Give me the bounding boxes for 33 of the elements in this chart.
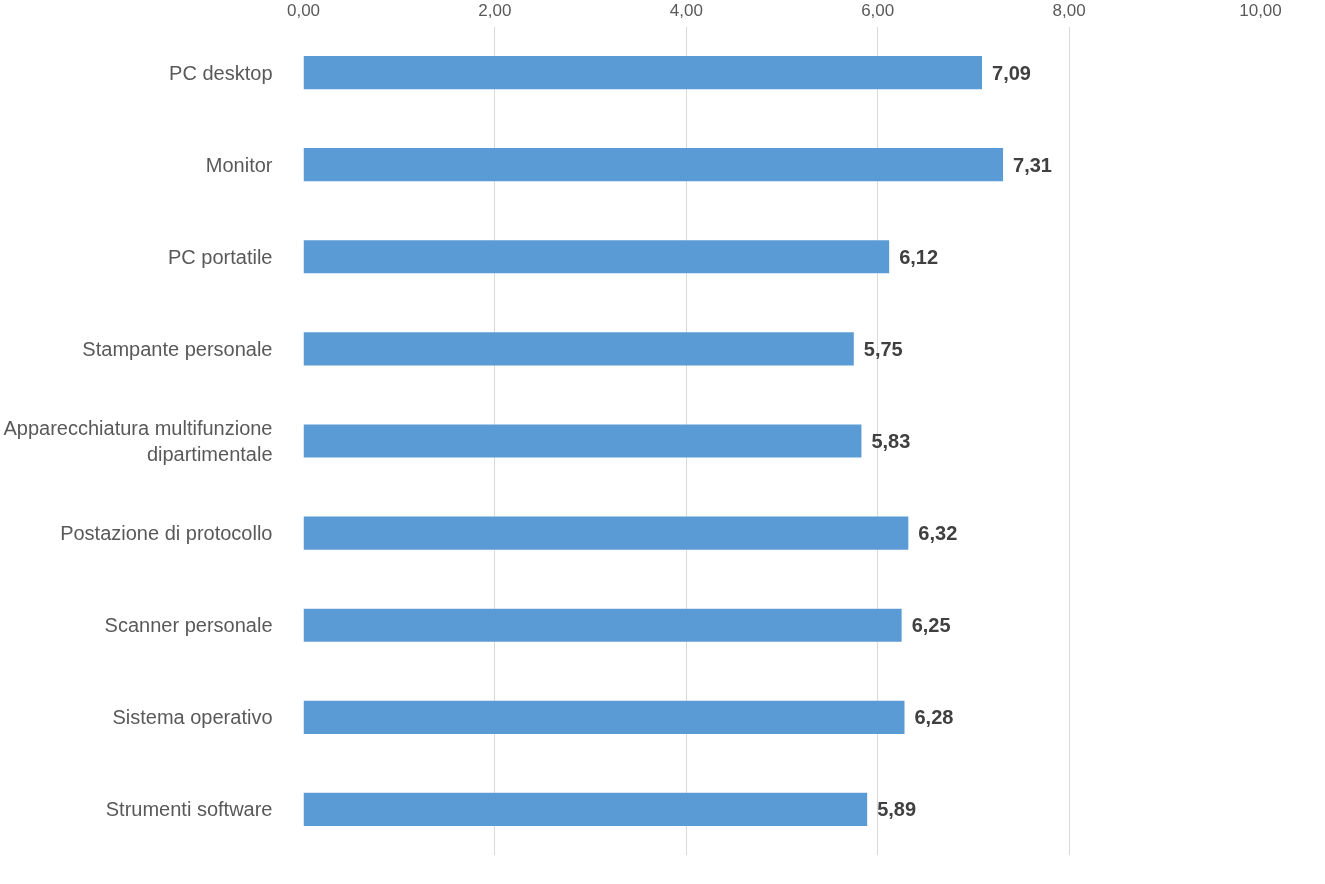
data-label: 7,09 (992, 61, 1031, 84)
y-tick-label: Postazione di protocollo (60, 522, 273, 545)
x-tick-label: 4,00 (669, 0, 703, 20)
y-tick-label: PC portatile (168, 245, 273, 268)
y-tick-label: Scanner personale (104, 614, 273, 637)
data-label: 6,12 (899, 245, 939, 268)
y-tick-label: PC desktop (169, 61, 273, 84)
x-tick-label: 0,00 (286, 0, 321, 20)
data-label: 7,31 (1013, 153, 1052, 176)
data-label: 6,32 (918, 522, 958, 545)
data-label: 5,83 (871, 430, 911, 452)
data-label: 6,25 (911, 614, 951, 637)
y-tick-label: Monitor (205, 153, 273, 176)
bar (303, 700, 905, 734)
bar (303, 792, 868, 827)
x-tick-label: 8,00 (1052, 0, 1086, 20)
data-label: 6,28 (914, 706, 954, 729)
bar (303, 424, 862, 458)
bar (303, 332, 854, 366)
bar (303, 148, 1004, 182)
y-tick-label: Stampante personale (82, 337, 273, 360)
y-tick-label: Apparecchiatura multifunzione dipartimentale (3, 416, 273, 466)
y-tick-label: Sistema operativo (112, 706, 273, 729)
x-tick-label: 2,00 (478, 0, 512, 20)
bar (303, 240, 890, 274)
bar (303, 516, 909, 550)
bar (303, 608, 902, 642)
data-label: 5,75 (863, 337, 903, 360)
x-tick-label: 6,00 (861, 0, 895, 20)
data-label: 5,89 (877, 798, 917, 821)
x-tick-label: 10,00 (1239, 0, 1282, 20)
bar (303, 55, 983, 90)
y-tick-label: Strumenti software (105, 798, 273, 821)
